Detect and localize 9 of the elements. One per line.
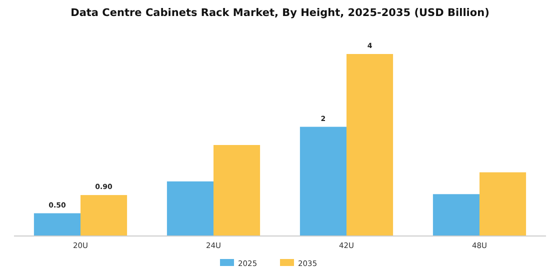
bar — [80, 195, 128, 236]
bar — [34, 213, 80, 236]
bar — [432, 194, 480, 236]
bar — [300, 126, 346, 236]
bar — [346, 54, 394, 236]
bar — [214, 145, 260, 236]
bar — [480, 172, 526, 236]
chart-title: Data Centre Cabinets Rack Market, By Height, 2025-2035 (USD Billion) — [70, 7, 490, 19]
bar — [166, 181, 214, 236]
